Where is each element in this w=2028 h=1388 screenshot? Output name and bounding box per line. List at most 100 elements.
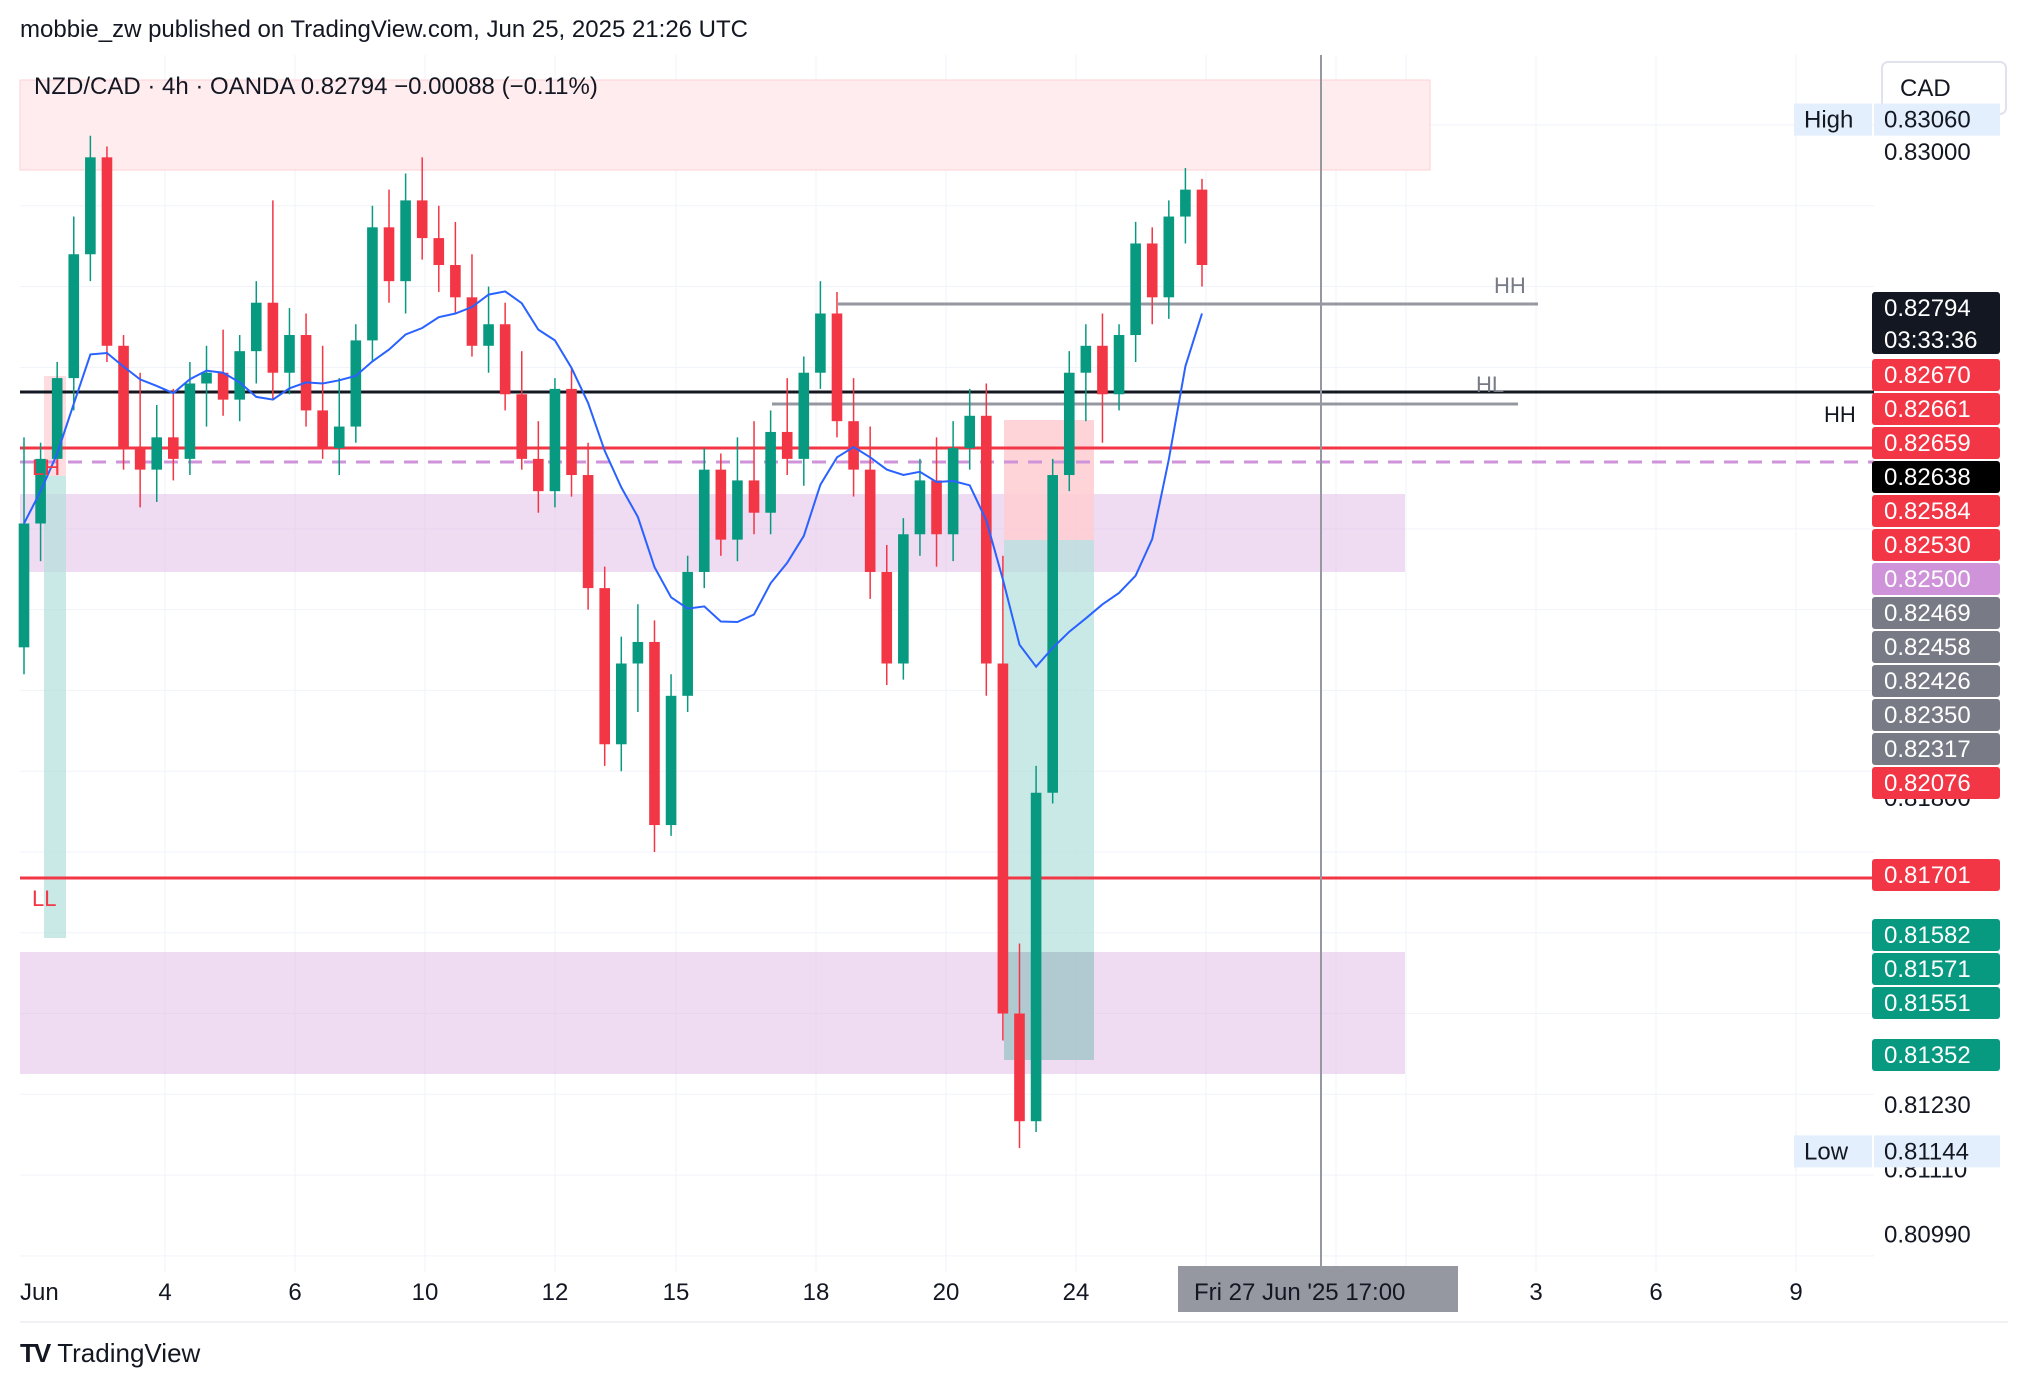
candle-body	[450, 265, 461, 298]
tradingview-logo-icon: TV	[20, 1338, 51, 1368]
candle-body	[533, 458, 544, 492]
price-tag-box	[1872, 597, 2000, 629]
time-scale-tick: 6	[288, 1279, 301, 1306]
annotation-hl: HL	[1476, 372, 1504, 397]
candle-body	[350, 340, 362, 427]
candle-body	[1080, 345, 1092, 373]
candle-body	[964, 415, 976, 449]
low-label-value: 0.81144	[1884, 1138, 1969, 1165]
time-scale-tick: 18	[803, 1279, 830, 1306]
time-scale-tick: 10	[412, 1279, 439, 1306]
candle-body	[184, 383, 196, 459]
price-tag-box	[1872, 359, 2000, 391]
price-tag-value: 0.82458	[1884, 634, 1971, 661]
price-tag-value: 0.81701	[1884, 862, 1971, 889]
candle-body	[151, 437, 163, 470]
candle-body	[549, 388, 561, 492]
candle-body	[168, 437, 179, 459]
candle-body	[931, 480, 942, 535]
supply-zone-top	[19, 79, 1431, 171]
candle-body	[698, 469, 710, 572]
demand-zone-upper	[20, 494, 1405, 572]
short-position-reward-left	[44, 476, 66, 938]
price-tag-box	[1872, 733, 2000, 765]
candle-body	[201, 372, 212, 384]
candle-body	[715, 469, 727, 540]
candle-body	[582, 475, 594, 589]
candle-body	[1180, 189, 1191, 217]
candle-body	[732, 480, 743, 540]
candle-body	[367, 227, 378, 341]
price-scale-tick: 0.81230	[1884, 1092, 1971, 1119]
candle-body	[632, 641, 644, 664]
candle-body	[798, 372, 810, 459]
candle-body	[599, 588, 611, 745]
candle-body	[1146, 243, 1158, 298]
chart-levels	[20, 55, 1874, 1272]
price-tag-box	[1872, 953, 2000, 985]
candle-body	[300, 335, 312, 411]
chart-grid	[20, 55, 1874, 1272]
price-tag-value: 0.82530	[1884, 532, 1971, 559]
time-scale-tick: 20	[933, 1279, 960, 1306]
candle-body	[1196, 189, 1208, 266]
price-tag-value: 0.81551	[1884, 990, 1971, 1017]
price-tag-box	[1872, 987, 2000, 1019]
candle-body	[981, 415, 992, 664]
candle-body	[483, 324, 494, 346]
price-tag-value: 0.82638	[1884, 464, 1971, 491]
crosshair-time-label: Fri 27 Jun '25 17:00	[1194, 1279, 1405, 1306]
price-tag-value: 0.82350	[1884, 702, 1971, 729]
price-scale-tick: 0.83000	[1884, 139, 1971, 166]
candle-body	[118, 345, 129, 449]
price-scale-tick: 0.80990	[1884, 1221, 1971, 1248]
time-scale-tick: Jun	[20, 1279, 59, 1306]
price-tag-value: 0.82076	[1884, 770, 1971, 797]
time-scale-tick: 12	[542, 1279, 569, 1306]
publisher-line: mobbie_zw published on TradingView.com, …	[20, 16, 749, 43]
price-tag-value: 0.82584	[1884, 498, 1971, 525]
candle-body	[1113, 335, 1125, 395]
candle-body	[1097, 345, 1108, 395]
symbol-line: NZD/CAD · 4h · OANDA 0.82794 −0.00088 (−…	[34, 73, 598, 100]
candle-body	[1047, 475, 1058, 793]
price-tag-value: 0.82426	[1884, 668, 1971, 695]
candle-body	[333, 426, 345, 449]
candle-body	[466, 297, 478, 346]
price-tag-box	[1872, 529, 2000, 561]
chart-annotations: HH HL HH LH LL	[32, 273, 1856, 911]
high-label-box	[1794, 103, 1872, 136]
candle-body	[947, 448, 959, 535]
price-tag-value: 0.82659	[1884, 430, 1971, 457]
candle-body	[1130, 243, 1141, 336]
price-tag-box	[1872, 495, 2000, 527]
price-tag-box	[1872, 393, 2000, 425]
candle-body	[831, 313, 843, 422]
time-scale-tick: 24	[1063, 1279, 1090, 1306]
price-tag-value: 0.81352	[1884, 1042, 1971, 1069]
candle-body	[433, 238, 445, 266]
high-label-value: 0.83060	[1884, 107, 1971, 134]
price-tag-box	[1872, 699, 2000, 731]
candle-body	[864, 469, 876, 572]
candle-body	[1014, 1013, 1025, 1122]
candle-body	[267, 302, 279, 373]
price-tag-box	[1872, 767, 2000, 799]
low-label-box	[1794, 1135, 1872, 1168]
candle-body	[250, 302, 262, 352]
candle-body	[566, 388, 577, 476]
high-label-text: High	[1804, 107, 1853, 134]
time-scale[interactable]: Jun 4 6 10 12 15 18 20 24 3 6 9 Fri 27 Jun '25 17:00	[20, 1266, 1803, 1312]
currency-button-label: CAD	[1900, 75, 1951, 102]
price-tag-value: 0.81582	[1884, 922, 1971, 949]
candle-body	[499, 324, 511, 395]
candle-body	[68, 254, 80, 379]
candle-body	[748, 480, 760, 513]
annotation-lh: LH	[32, 455, 60, 480]
candle-body	[1030, 792, 1042, 1122]
price-tag-box	[1872, 1039, 2000, 1071]
price-tag-value: 0.82670	[1884, 362, 1971, 389]
time-scale-tick: 4	[158, 1279, 171, 1306]
price-scale[interactable]: 0.830000.818000.816500.812300.811100.809…	[1794, 103, 2000, 1249]
